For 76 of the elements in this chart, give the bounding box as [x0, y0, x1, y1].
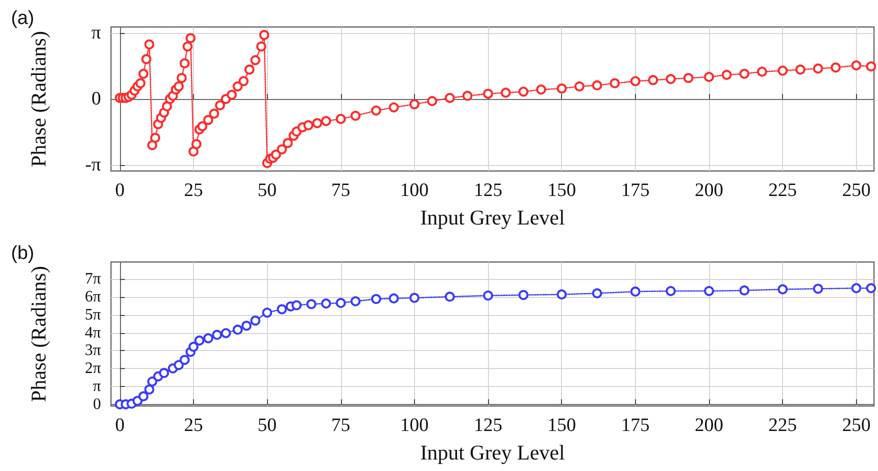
y-tick-label: 0: [92, 88, 101, 110]
y-axis-title: Phase (Radians): [26, 31, 50, 167]
x-axis-title: Input Grey Level: [420, 440, 565, 464]
point: [778, 284, 788, 294]
x-tick-label: 250: [842, 180, 871, 201]
point: [388, 293, 399, 304]
point: [851, 283, 862, 294]
point: [306, 299, 316, 310]
point: [321, 298, 332, 309]
x-tick-label: 200: [694, 415, 724, 436]
point: [483, 290, 494, 301]
x-tick-label: 75: [331, 415, 350, 436]
y-tick-label: π: [92, 378, 101, 395]
y-tick-label: 2π: [84, 360, 101, 378]
point: [556, 289, 567, 300]
point: [250, 316, 260, 326]
point: [203, 333, 214, 344]
point: [194, 336, 204, 346]
point: [212, 330, 222, 340]
point: [144, 384, 154, 394]
point: [630, 286, 640, 297]
x-tick-label: 25: [184, 415, 203, 436]
x-tick-label: 50: [258, 180, 277, 201]
y-axis-title: Phase (Radians): [26, 266, 50, 402]
y-tick-label: 4π: [84, 324, 101, 342]
point: [232, 324, 243, 335]
x-tick-label: 200: [694, 180, 724, 201]
y-tick-label: 7π: [84, 270, 101, 288]
x-tick-label: 100: [400, 180, 429, 201]
x-tick-label: 225: [768, 180, 797, 201]
y-tick-label: -π: [85, 154, 102, 176]
x-tick-label: 125: [474, 415, 502, 436]
point: [592, 288, 602, 298]
x-tick-label: 125: [474, 180, 502, 201]
y-tick-label: 3π: [84, 342, 101, 360]
x-tick-label: 150: [547, 415, 576, 436]
x-tick-label: 150: [547, 180, 576, 201]
x-tick-label: 250: [842, 415, 871, 436]
point: [704, 286, 714, 296]
point: [813, 284, 824, 294]
x-axis-title: Input Grey Level: [420, 206, 565, 230]
point: [276, 304, 287, 314]
point: [371, 294, 382, 304]
x-tick-label: 25: [184, 180, 203, 201]
x-tick-label: 50: [258, 415, 277, 436]
point: [147, 376, 158, 387]
point: [292, 300, 302, 310]
point: [518, 290, 528, 300]
y-tick-label: 0: [93, 396, 101, 413]
x-tick-label: 225: [768, 415, 797, 436]
chart-title: (b): [11, 243, 34, 264]
point: [444, 292, 455, 302]
point: [174, 360, 184, 370]
point: [409, 292, 420, 303]
point: [159, 368, 170, 378]
point: [138, 391, 148, 402]
point: [220, 328, 231, 338]
x-tick-label: 175: [621, 180, 650, 201]
point: [866, 283, 876, 294]
point: [666, 286, 676, 296]
y-tick-label: 6π: [84, 288, 101, 306]
point: [188, 342, 198, 352]
x-tick-label: 100: [400, 415, 429, 436]
y-tick-label: 5π: [84, 306, 101, 324]
point: [242, 320, 252, 331]
point: [180, 354, 190, 365]
y-tick-label: π: [91, 22, 102, 44]
point: [350, 296, 361, 306]
chart-title: (a): [11, 8, 34, 29]
point: [336, 298, 346, 308]
point: [262, 308, 272, 318]
point: [739, 285, 750, 296]
x-tick-label: 0: [115, 180, 125, 201]
x-tick-label: 0: [115, 415, 125, 436]
x-tick-label: 175: [621, 415, 650, 436]
x-tick-label: 75: [331, 180, 350, 201]
